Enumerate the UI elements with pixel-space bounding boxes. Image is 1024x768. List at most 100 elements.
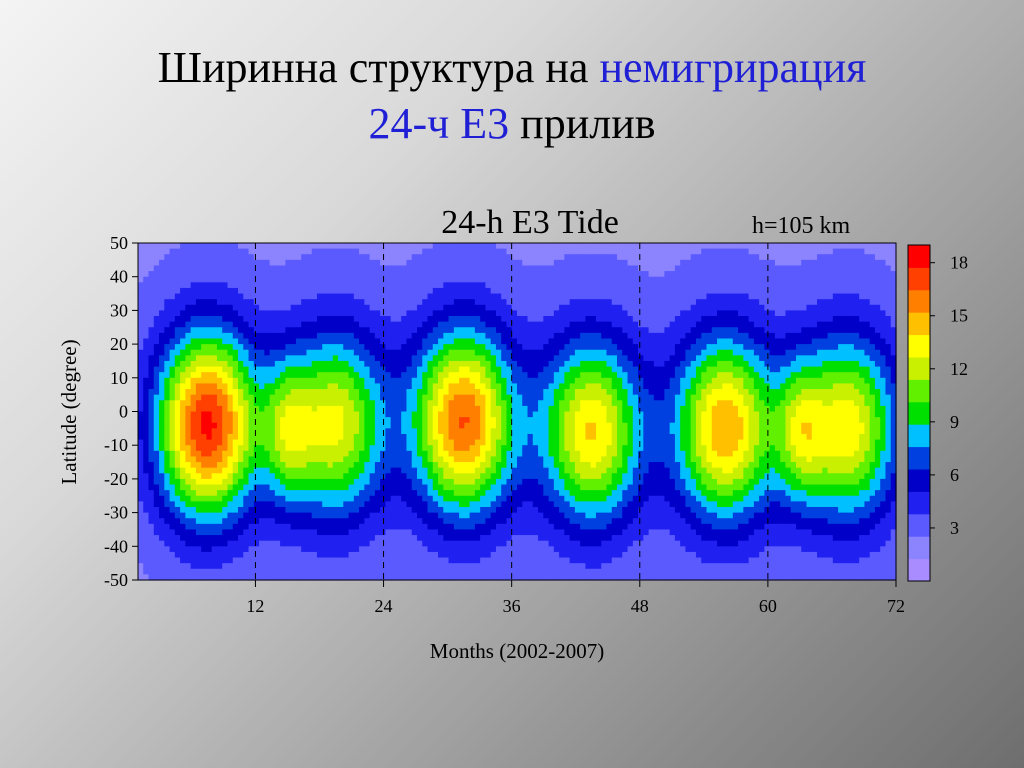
heatmap-cell bbox=[243, 282, 250, 289]
heatmap-cell bbox=[190, 439, 197, 446]
heatmap-cell bbox=[190, 551, 197, 559]
heatmap-cell bbox=[353, 265, 360, 272]
heatmap-cell bbox=[201, 282, 208, 289]
heatmap-cell bbox=[480, 243, 487, 250]
heatmap-cell bbox=[343, 355, 350, 362]
heatmap-cell bbox=[174, 473, 181, 480]
heatmap-cell bbox=[164, 563, 171, 570]
heatmap-cell bbox=[185, 422, 192, 429]
heatmap-cell bbox=[195, 389, 202, 396]
heatmap-cell bbox=[559, 557, 565, 564]
heatmap-cell bbox=[448, 243, 455, 250]
heatmap-cell bbox=[285, 478, 292, 486]
heatmap-cell bbox=[259, 456, 265, 463]
heatmap-cell bbox=[206, 389, 213, 396]
heatmap-cell bbox=[538, 439, 544, 446]
heatmap-cell bbox=[211, 557, 218, 564]
heatmap-cell bbox=[280, 506, 286, 514]
heatmap-cell bbox=[411, 287, 418, 295]
heatmap-cell bbox=[216, 293, 223, 300]
heatmap-cell bbox=[474, 518, 481, 525]
heatmap-cell bbox=[501, 366, 508, 373]
heatmap-cell bbox=[416, 535, 423, 542]
heatmap-cell bbox=[538, 506, 544, 514]
heatmap-cell bbox=[327, 501, 334, 508]
heatmap-cell bbox=[327, 405, 334, 413]
heatmap-cell bbox=[174, 568, 181, 575]
heatmap-cell bbox=[185, 259, 192, 267]
heatmap-cell bbox=[332, 299, 339, 306]
heatmap-cell bbox=[311, 568, 318, 575]
heatmap-cell bbox=[411, 495, 418, 502]
heatmap-cell bbox=[501, 400, 508, 407]
heatmap-cell bbox=[248, 276, 255, 283]
heatmap-cell bbox=[253, 405, 260, 413]
heatmap-cell bbox=[564, 518, 571, 525]
heatmap-cell bbox=[338, 450, 344, 458]
heatmap-cell bbox=[269, 450, 276, 458]
heatmap-cell bbox=[306, 282, 313, 289]
heatmap-cell bbox=[369, 546, 376, 553]
heatmap-cell bbox=[548, 310, 555, 317]
heatmap-cell bbox=[390, 484, 397, 491]
heatmap-cell bbox=[453, 360, 460, 368]
heatmap-cell bbox=[216, 327, 223, 334]
heatmap-cell bbox=[443, 473, 450, 480]
heatmap-cell bbox=[301, 456, 308, 463]
heatmap-cell bbox=[411, 389, 418, 396]
heatmap-cell bbox=[474, 411, 481, 418]
heatmap-cell bbox=[248, 557, 255, 564]
heatmap-cell bbox=[190, 529, 197, 536]
heatmap-cell bbox=[301, 259, 308, 267]
heatmap-cell bbox=[274, 405, 281, 413]
heatmap-cell bbox=[522, 383, 529, 390]
heatmap-cell bbox=[269, 360, 276, 368]
heatmap-cell bbox=[427, 417, 434, 424]
heatmap-cell bbox=[159, 490, 165, 497]
heatmap-cell bbox=[332, 523, 339, 531]
heatmap-cell bbox=[553, 405, 560, 413]
heatmap-cell bbox=[322, 467, 329, 474]
heatmap-cell bbox=[553, 506, 560, 514]
heatmap-cell bbox=[427, 551, 434, 559]
heatmap-cell bbox=[148, 535, 155, 542]
heatmap-cell bbox=[406, 372, 413, 379]
heatmap-cell bbox=[159, 473, 165, 480]
heatmap-cell bbox=[227, 383, 234, 390]
slide-title: Ширинна структура на немигрирация 24-ч E… bbox=[0, 40, 1024, 152]
heatmap-cell bbox=[411, 518, 418, 525]
heatmap-cell bbox=[532, 377, 539, 385]
heatmap-cell bbox=[153, 473, 160, 480]
heatmap-cell bbox=[211, 433, 218, 441]
heatmap-cell bbox=[395, 563, 402, 570]
heatmap-cell bbox=[411, 321, 418, 328]
heatmap-cell bbox=[232, 394, 239, 401]
heatmap-cell bbox=[164, 433, 171, 441]
heatmap-cell bbox=[364, 383, 371, 390]
heatmap-cell bbox=[548, 321, 555, 328]
heatmap-cell bbox=[406, 265, 413, 272]
heatmap-cell bbox=[522, 495, 529, 502]
heatmap-cell bbox=[222, 243, 229, 250]
heatmap-cell bbox=[195, 535, 202, 542]
heatmap-cell bbox=[148, 574, 155, 581]
heatmap-cell bbox=[395, 282, 402, 289]
heatmap-cell bbox=[469, 293, 476, 300]
heatmap-cell bbox=[527, 484, 534, 491]
heatmap-cell bbox=[374, 271, 381, 278]
heatmap-cell bbox=[164, 259, 171, 267]
heatmap-cell bbox=[295, 287, 302, 295]
heatmap-cell bbox=[227, 462, 234, 469]
heatmap-cell bbox=[553, 563, 560, 570]
heatmap-cell bbox=[543, 546, 550, 553]
heatmap-cell bbox=[264, 433, 271, 441]
heatmap-cell bbox=[301, 568, 308, 575]
heatmap-cell bbox=[359, 243, 365, 250]
heatmap-cell bbox=[374, 349, 381, 356]
heatmap-cell bbox=[517, 495, 523, 502]
heatmap-cell bbox=[416, 546, 423, 553]
heatmap-cell bbox=[138, 338, 144, 345]
heatmap-cell bbox=[316, 366, 323, 373]
heatmap-cell bbox=[369, 372, 376, 379]
heatmap-cell bbox=[490, 276, 497, 283]
